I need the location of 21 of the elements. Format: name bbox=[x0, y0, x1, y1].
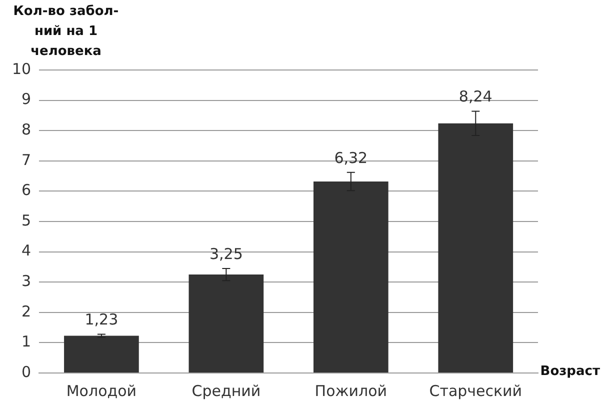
x-tick-label: Старческий bbox=[429, 382, 522, 400]
y-tick-label: 9 bbox=[22, 90, 32, 108]
data-label: 6,32 bbox=[334, 148, 368, 167]
data-label: 3,25 bbox=[209, 244, 243, 263]
y-tick-label: 2 bbox=[22, 302, 32, 320]
y-tick-label: 3 bbox=[22, 272, 32, 290]
y-tick-label: 8 bbox=[22, 120, 32, 138]
x-tick-label: Пожилой bbox=[314, 382, 388, 400]
y-tick-label: 7 bbox=[22, 150, 32, 169]
y-axis-title: Кол-во забол-ний на 1 человека bbox=[13, 4, 119, 59]
y-tick-label: 4 bbox=[22, 242, 32, 260]
x-tick-label: Средний bbox=[192, 382, 261, 400]
data-label: 8,24 bbox=[458, 88, 492, 106]
x-axis-title: Возраст bbox=[540, 364, 600, 379]
data-label: 1,23 bbox=[84, 310, 118, 329]
y-tick-label: 10 bbox=[12, 60, 32, 78]
y-tick-label: 1 bbox=[22, 332, 32, 351]
y-tick-label: 5 bbox=[22, 211, 32, 230]
y-tick-label: 6 bbox=[22, 181, 32, 200]
y-tick-label: 0 bbox=[22, 362, 32, 381]
x-tick-label: Молодой bbox=[66, 382, 137, 400]
